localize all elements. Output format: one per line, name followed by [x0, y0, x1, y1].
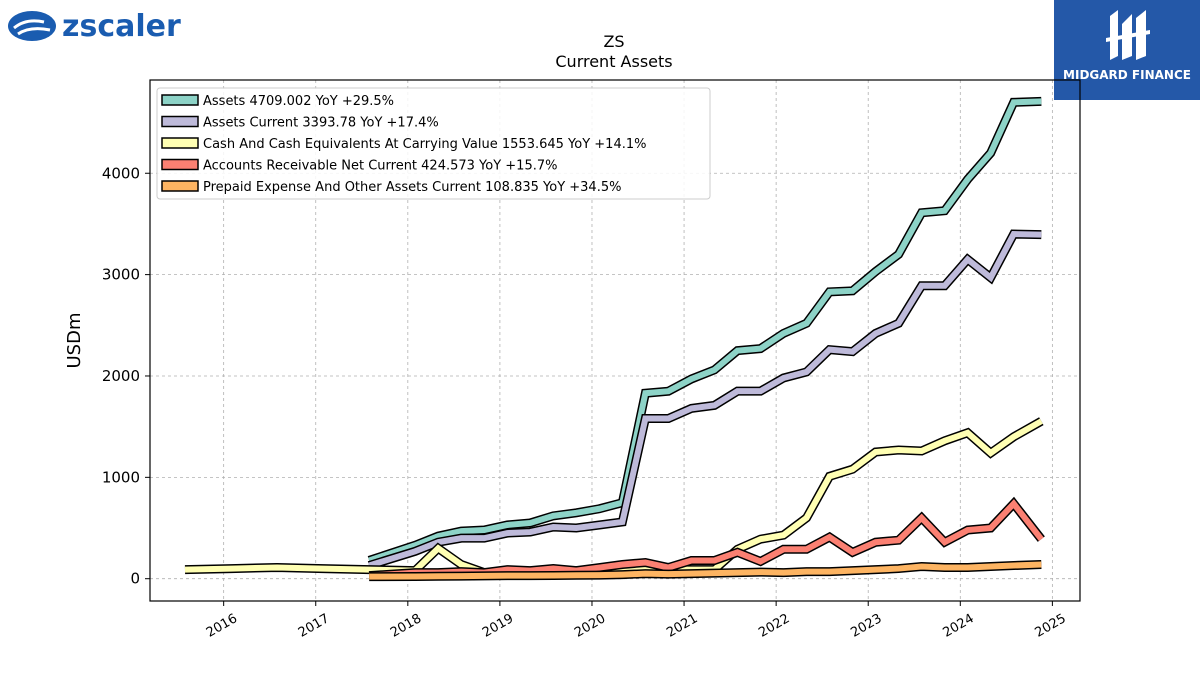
series-line: [368, 499, 1044, 579]
x-tick-label: 2016: [204, 611, 240, 641]
x-tick-label: 2025: [1033, 611, 1069, 641]
legend-label: Assets Current 3393.78 YoY +17.4%: [203, 116, 439, 131]
legend-swatch: [161, 180, 199, 192]
series-line: [369, 561, 1042, 580]
chart-subtitle: Current Assets: [555, 52, 673, 71]
midgard-emblem-icon: [1106, 10, 1150, 60]
zscaler-logo-text: zscaler: [62, 9, 181, 44]
y-tick-label: 0: [130, 570, 140, 588]
legend-swatch: [161, 137, 199, 149]
legend-swatch: [161, 158, 199, 171]
legend-swatch: [161, 94, 199, 106]
y-tick-label: 3000: [102, 266, 140, 284]
series-line: [368, 98, 1042, 564]
x-tick-label: 2017: [296, 611, 332, 641]
midgard-finance-text: MIDGARD FINANCE: [1063, 68, 1191, 82]
y-axis-label: USDm: [64, 313, 85, 369]
x-tick-label: 2022: [756, 611, 792, 641]
legend-label: Prepaid Expense And Other Assets Current…: [203, 180, 621, 195]
y-tick-label: 2000: [102, 367, 140, 385]
legend: Assets 4709.002 YoY +29.5% Assets Current…: [156, 87, 711, 200]
x-tick-label: 2018: [388, 611, 424, 641]
x-tick-label: 2023: [848, 611, 884, 641]
series-line: [184, 418, 1043, 576]
legend-box: [156, 87, 711, 200]
midgard-finance-logo: MIDGARD FINANCE: [1054, 0, 1200, 100]
x-tick-label: 2024: [940, 611, 976, 641]
zscaler-cloud-icon: [8, 11, 56, 41]
chart-title: ZS: [603, 32, 625, 51]
series-line: [368, 231, 1042, 569]
y-tick-label: 1000: [102, 468, 140, 486]
series-line-outline: [184, 417, 1044, 578]
x-tick-label: 2019: [480, 611, 516, 641]
legend-label: Cash And Cash Equivalents At Carrying Va…: [203, 137, 646, 152]
series-lines: [184, 96, 1045, 582]
x-tick-label: 2020: [572, 611, 608, 641]
legend-label: Accounts Receivable Net Current 424.573 …: [203, 159, 558, 174]
legend-label: Assets 4709.002 YoY +29.5%: [203, 94, 394, 109]
legend-swatch: [161, 115, 199, 128]
zscaler-logo: zscaler: [8, 9, 181, 44]
x-tick-label: 2021: [664, 611, 700, 641]
y-tick-label: 4000: [102, 164, 140, 182]
plot-frame: [149, 79, 1081, 602]
